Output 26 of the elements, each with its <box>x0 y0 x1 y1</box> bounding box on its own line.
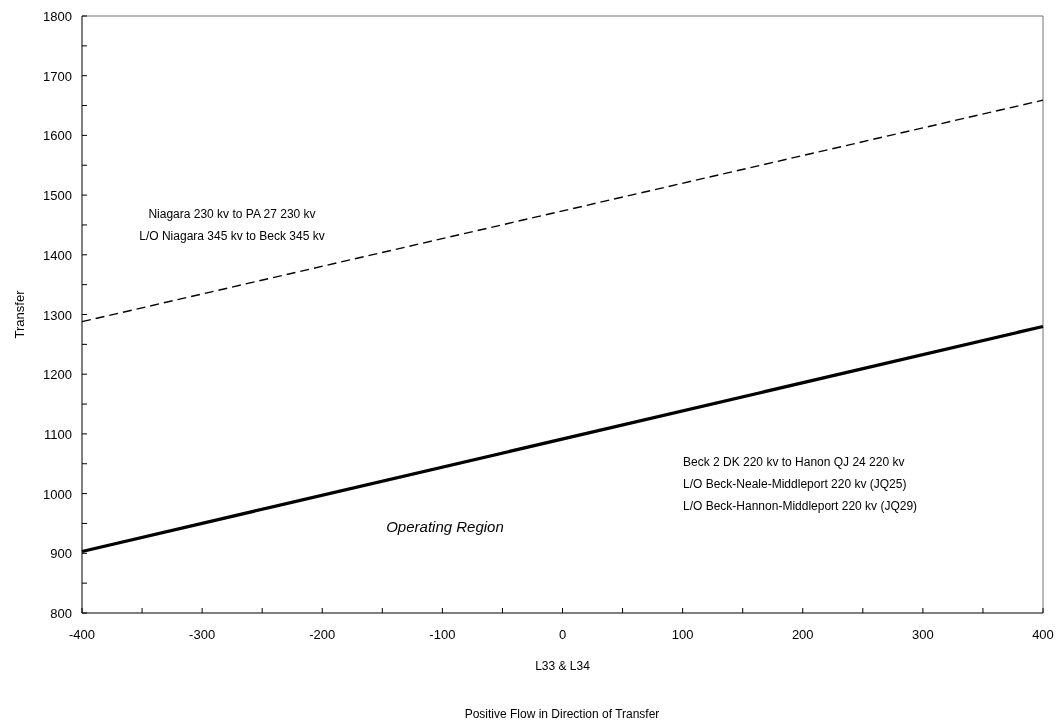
y-tick-label: 800 <box>50 606 72 621</box>
y-tick-label: 1000 <box>43 486 72 502</box>
y-tick-label: 1700 <box>43 68 72 84</box>
annotation: Operating Region <box>386 518 504 535</box>
x-axis-title: L33 & L34 <box>535 659 591 673</box>
y-tick-label: 1500 <box>43 188 72 204</box>
annotation: Niagara 230 kv to PA 27 230 kv L/O Niagara 345 kv to Beck 345 kv <box>139 207 325 243</box>
x-tick-label: -300 <box>189 627 216 642</box>
y-tick-label: 1400 <box>43 247 72 263</box>
x-tick-label: 100 <box>671 627 694 642</box>
y-tick-label: 1800 <box>43 9 72 24</box>
y-tick-label: 1600 <box>43 128 72 144</box>
x-tick-label: -200 <box>309 627 336 642</box>
x-tick-label: 400 <box>1032 627 1054 642</box>
x-tick-label: 200 <box>791 627 814 642</box>
y-tick-label: 1300 <box>43 307 72 323</box>
x-tick-label: -100 <box>429 627 456 642</box>
text: Positive Flow in Direction of Transfer <box>464 707 660 721</box>
x-tick-label: 300 <box>912 627 934 642</box>
x-tick-label: -400 <box>68 627 96 642</box>
annotation: Beck 2 DK 220 kv to Hanon QJ 24 220 kv L/O Beck-Neale-Middleport 220 kv (JQ25) L/O Beck-Hannon-Middleport 220 kv (JQ29) <box>683 455 918 513</box>
y-tick-label: 900 <box>50 546 72 562</box>
y-axis-title: Transfer <box>12 289 27 339</box>
y-tick-label: 1200 <box>43 367 72 383</box>
x-tick-label: 0 <box>558 627 567 642</box>
y-tick-label: 1100 <box>44 426 72 442</box>
